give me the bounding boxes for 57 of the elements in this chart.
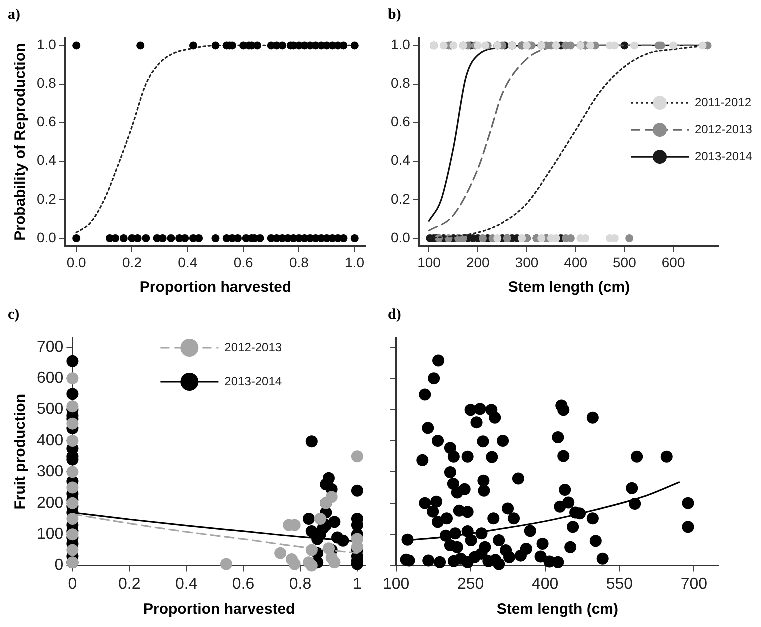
- chart-title: d): [388, 306, 402, 323]
- legend-label: 2011-2012: [695, 95, 752, 110]
- chart-title: a): [8, 6, 20, 23]
- x-tick-label: 300: [515, 254, 539, 270]
- y-tick-label: 1.0: [390, 36, 411, 53]
- y-tick-label: 500: [36, 401, 64, 418]
- y-axis-title: Probability of Reproduction: [12, 43, 30, 241]
- y-tick-label: 0.8: [390, 75, 411, 92]
- x-tick-label: 550: [606, 576, 634, 593]
- x-tick-label: 200: [466, 254, 490, 270]
- x-tick-label: 0.8: [289, 254, 310, 270]
- y-tick-label: 0.0: [36, 229, 57, 246]
- y-tick-label: 0.4: [390, 152, 411, 168]
- y-tick-label: 200: [36, 494, 64, 512]
- x-tick-label: 1: [353, 576, 362, 593]
- x-tick-label: 0.2: [118, 576, 141, 593]
- legend-label: 2013-2014: [224, 374, 282, 388]
- legend-label: 2012-2013: [224, 340, 282, 354]
- x-axis-title: Proportion harvested: [140, 279, 292, 296]
- y-tick-label: 700: [36, 338, 64, 356]
- x-tick-label: 0.6: [232, 576, 255, 593]
- x-tick-label: 1.0: [345, 254, 365, 270]
- x-tick-label: 0: [68, 576, 78, 593]
- x-axis-title: Stem length (cm): [508, 279, 630, 296]
- x-tick-label: 0.2: [122, 254, 142, 270]
- y-axis-title: Fruit production: [12, 394, 30, 510]
- x-tick-label: 250: [457, 576, 484, 593]
- x-tick-label: 600: [662, 254, 686, 270]
- x-tick-label: 0.0: [66, 254, 87, 270]
- x-axis-title: Proportion harvested: [143, 601, 296, 618]
- x-tick-label: 0.6: [234, 254, 254, 270]
- y-tick-label: 0.4: [36, 152, 57, 168]
- y-tick-label: 0: [54, 557, 64, 574]
- legend-label: 2012-2013: [695, 122, 753, 136]
- legend-label: 2013-2014: [695, 149, 753, 164]
- y-tick-label: 0.6: [390, 114, 411, 130]
- y-tick-label: 300: [36, 464, 64, 481]
- x-tick-label: 0.8: [289, 576, 312, 593]
- y-tick-label: 0.2: [36, 190, 57, 207]
- y-tick-label: 0.2: [390, 190, 411, 207]
- x-tick-label: 400: [532, 576, 559, 593]
- y-tick-label: 600: [36, 370, 64, 387]
- x-tick-label: 0.4: [175, 576, 198, 593]
- y-tick-label: 400: [36, 432, 64, 450]
- y-tick-label: 1.0: [36, 36, 57, 53]
- chart-title: c): [8, 306, 20, 323]
- y-tick-label: 0.8: [36, 75, 57, 92]
- x-tick-label: 400: [564, 254, 588, 270]
- y-tick-label: 100: [36, 526, 64, 543]
- x-axis-title: Stem length (cm): [496, 601, 619, 618]
- x-tick-label: 500: [613, 254, 637, 270]
- y-tick-label: 0.0: [390, 229, 411, 246]
- x-tick-label: 0.4: [178, 254, 198, 270]
- x-tick-label: 700: [680, 576, 708, 593]
- chart-title: b): [388, 6, 402, 23]
- x-tick-label: 100: [418, 254, 442, 270]
- y-tick-label: 0.6: [36, 114, 57, 130]
